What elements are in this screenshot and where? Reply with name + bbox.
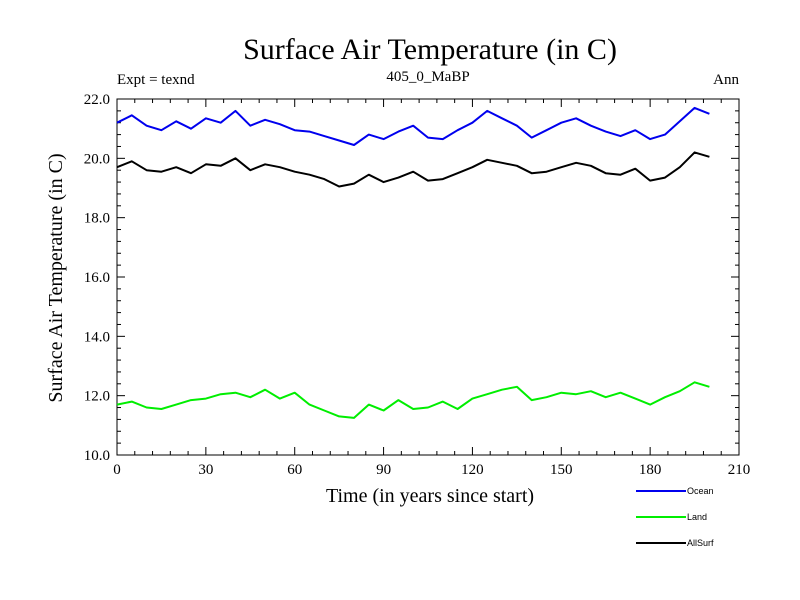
y-tick-label: 20.0: [84, 151, 110, 167]
chart-title: Surface Air Temperature (in C): [243, 33, 617, 66]
x-tick-label: 150: [550, 462, 573, 478]
x-tick-label: 90: [376, 462, 391, 478]
y-tick-label: 14.0: [84, 329, 110, 345]
period-label: Ann: [713, 72, 739, 88]
x-tick-label: 180: [639, 462, 662, 478]
y-axis-tick-labels: 10.0 12.0 14.0 16.0 18.0 20.0 22.0: [84, 92, 110, 464]
y-axis-ticks: [117, 98, 739, 456]
plot-frame: [116, 98, 740, 456]
x-axis-tick-labels: 0 30 60 90 120 150 180 210: [113, 462, 750, 478]
legend-label-land: Land: [687, 512, 707, 522]
y-tick-label: 16.0: [84, 270, 110, 286]
y-tick-label: 18.0: [84, 211, 110, 227]
x-tick-label: 0: [113, 462, 121, 478]
x-tick-label: 210: [728, 462, 751, 478]
series-lines: [116, 106, 710, 419]
x-tick-label: 30: [198, 462, 213, 478]
series-line-ocean: [116, 106, 710, 146]
x-tick-label: 60: [287, 462, 302, 478]
legend-label-ocean: Ocean: [687, 486, 714, 496]
x-tick-label: 120: [461, 462, 484, 478]
chart-subtitle: 405_0_MaBP: [386, 69, 469, 85]
x-axis-ticks: [116, 99, 740, 455]
y-axis-label: Surface Air Temperature (in C): [45, 153, 67, 402]
legend: Ocean Land AllSurf: [636, 486, 714, 548]
y-tick-label: 10.0: [84, 448, 110, 464]
y-tick-label: 12.0: [84, 389, 110, 405]
legend-label-allsurf: AllSurf: [687, 538, 714, 548]
series-line-allsurf: [116, 151, 710, 188]
y-tick-label: 22.0: [84, 92, 110, 108]
experiment-label: Expt = texnd: [117, 72, 195, 88]
series-line-land: [116, 381, 710, 419]
x-axis-label: Time (in years since start): [326, 485, 534, 507]
